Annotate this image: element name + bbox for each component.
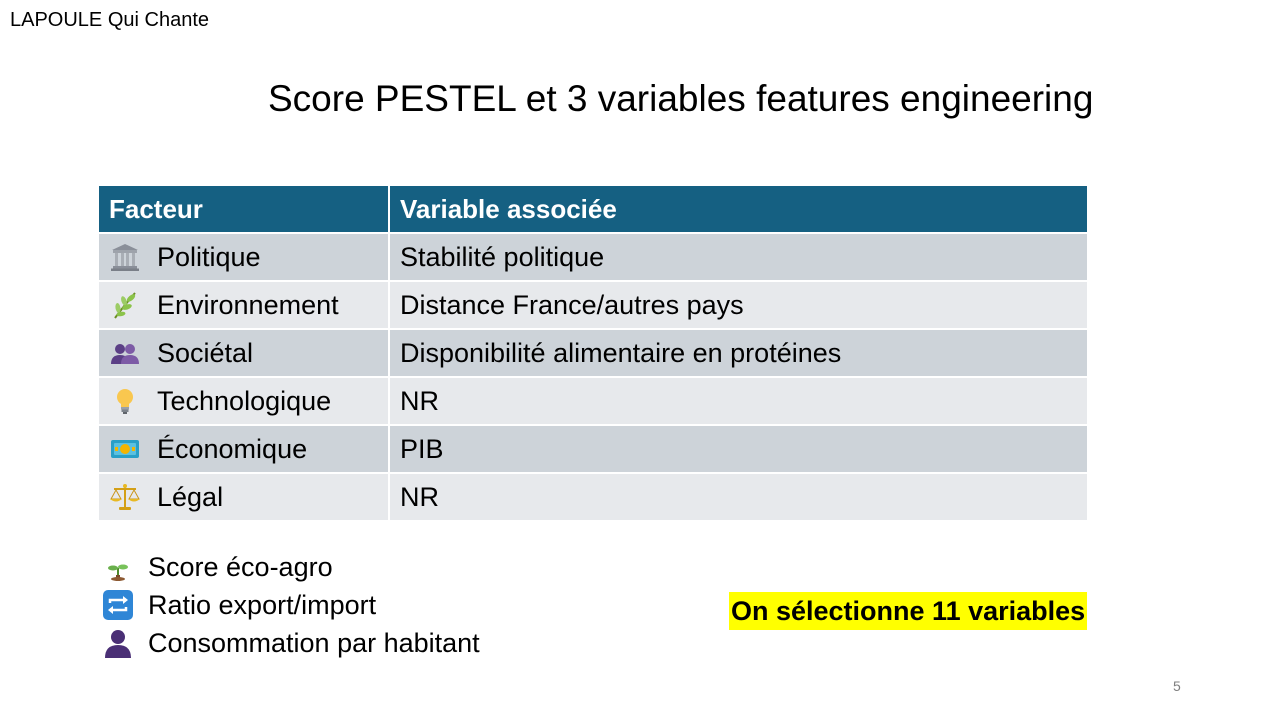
factor-label: Légal [157,481,224,512]
brand-label: LAPOULE Qui Chante [10,9,209,31]
factor-label: Économique [157,433,308,464]
factor-cell: Environnement [99,281,390,330]
people-icon [109,337,141,369]
pestel-table: Facteur Variable associée [99,186,1089,522]
banknote-icon [109,433,141,465]
factor-label: Politique [157,241,261,272]
balance-scale-icon [109,481,141,513]
classical-building-icon [109,241,141,273]
factor-cell: Économique [99,425,390,474]
header-facteur: Facteur [99,186,390,234]
person-silhouette-icon [100,627,136,659]
slide-title: Score PESTEL et 3 variables features eng… [268,78,1094,119]
factor-cell: Légal [99,473,390,522]
table-row: Technologique NR [99,377,1089,426]
header-variable: Variable associée [389,186,1089,234]
page-number: 5 [1173,678,1181,694]
factor-label: Sociétal [157,337,254,368]
factor-cell: Sociétal [99,329,390,378]
variable-cell: NR [389,473,1089,522]
herb-icon [109,289,141,321]
factor-label: Technologique [157,385,332,416]
factor-label: Environnement [157,289,339,320]
list-item-label: Ratio export/import [148,589,377,620]
list-item-label: Consommation par habitant [148,627,480,658]
table-row: Sociétal Disponibilité alimentaire en pr… [99,329,1089,378]
factor-cell: Technologique [99,377,390,426]
list-item-label: Score éco-agro [148,551,333,582]
variable-cell: PIB [389,425,1089,474]
variable-cell: Disponibilité alimentaire en protéines [389,329,1089,378]
list-item: Consommation par habitant [100,624,480,662]
light-bulb-icon [109,385,141,417]
table-row: Économique PIB [99,425,1089,474]
seedling-icon [100,551,136,583]
list-item: Ratio export/import [100,586,480,624]
variable-cell: Distance France/autres pays [389,281,1089,330]
table-header-row: Facteur Variable associée [99,186,1089,234]
factor-cell: Politique [99,233,390,282]
table-row: Politique Stabilité politique [99,233,1089,282]
repeat-arrows-icon [100,589,136,621]
variable-cell: NR [389,377,1089,426]
table-row: Légal NR [99,473,1089,522]
variable-cell: Stabilité politique [389,233,1089,282]
feature-engineering-list: Score éco-agro Ratio export/import Conso… [100,548,480,662]
selection-callout: On sélectionne 11 variables [729,592,1088,630]
table-row: Environnement Distance France/autres pay… [99,281,1089,330]
list-item: Score éco-agro [100,548,480,586]
